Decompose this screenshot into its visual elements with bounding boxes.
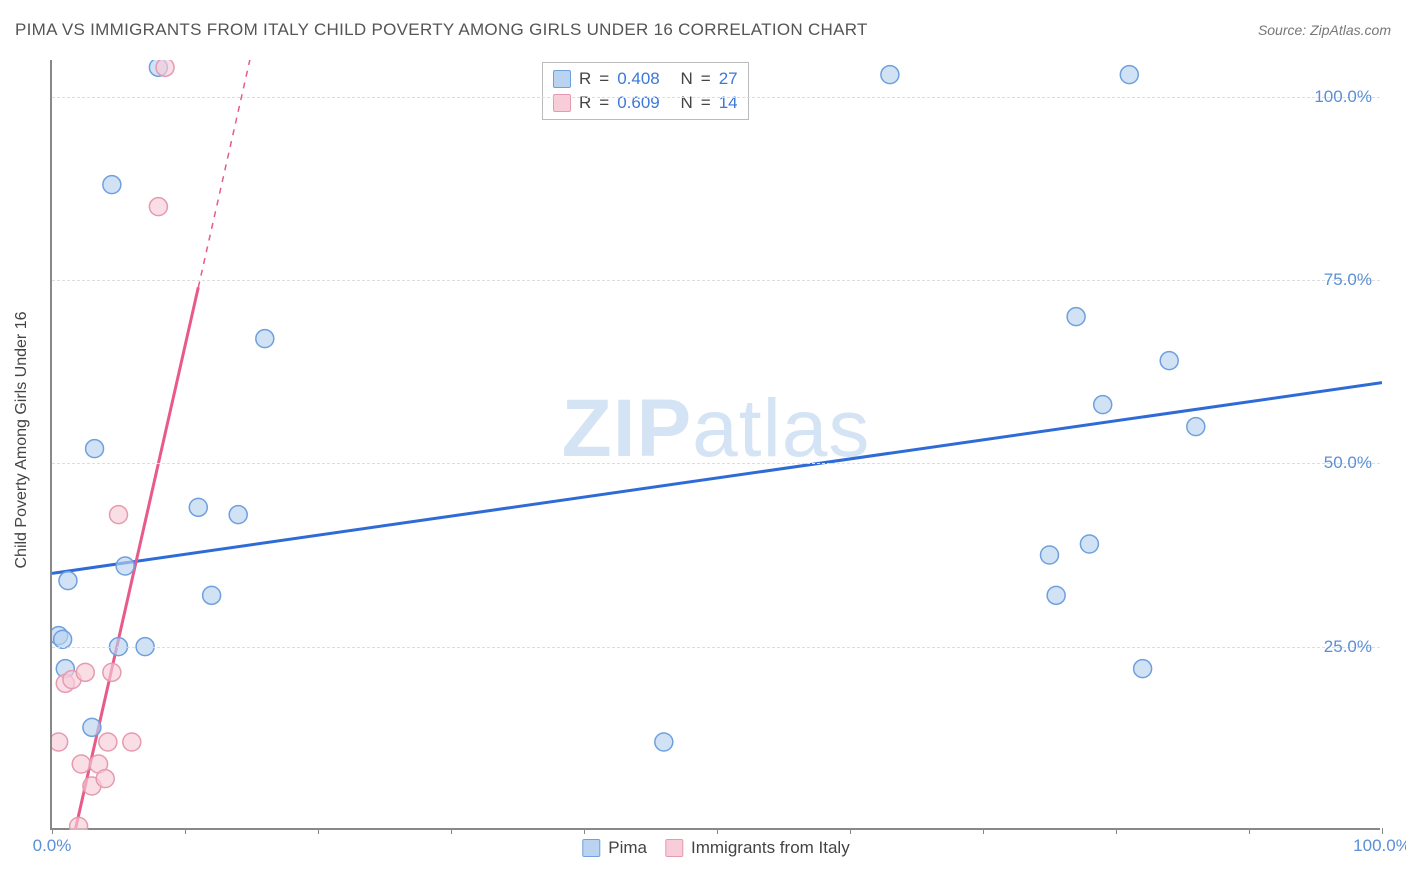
gridline-h — [52, 463, 1380, 464]
chart-svg — [52, 60, 1382, 830]
legend-row: R = 0.609 N = 14 — [553, 91, 738, 115]
legend-item: Immigrants from Italy — [665, 838, 850, 858]
chart-title: PIMA VS IMMIGRANTS FROM ITALY CHILD POVE… — [15, 20, 868, 40]
legend-item: Pima — [582, 838, 647, 858]
data-point — [123, 733, 141, 751]
data-point — [256, 330, 274, 348]
data-point — [52, 733, 68, 751]
title-bar: PIMA VS IMMIGRANTS FROM ITALY CHILD POVE… — [15, 20, 1391, 40]
x-tick-mark — [318, 828, 319, 834]
x-tick-mark — [451, 828, 452, 834]
data-point — [203, 586, 221, 604]
data-point — [1134, 660, 1152, 678]
data-point — [1041, 546, 1059, 564]
x-tick-mark — [52, 828, 53, 834]
data-point — [1094, 396, 1112, 414]
data-point — [99, 733, 117, 751]
legend-row: R = 0.408 N = 27 — [553, 67, 738, 91]
data-point — [72, 755, 90, 773]
x-tick-mark — [850, 828, 851, 834]
data-point — [86, 440, 104, 458]
data-point — [189, 498, 207, 516]
data-point — [116, 557, 134, 575]
x-tick-mark — [584, 828, 585, 834]
data-point — [881, 66, 899, 84]
data-point — [59, 572, 77, 590]
y-tick-label: 100.0% — [1314, 87, 1372, 107]
y-axis-label: Child Poverty Among Girls Under 16 — [13, 312, 31, 569]
data-point — [70, 817, 88, 830]
data-point — [655, 733, 673, 751]
gridline-h — [52, 97, 1380, 98]
legend-label: Immigrants from Italy — [691, 838, 850, 858]
data-point — [1160, 352, 1178, 370]
legend-label: Pima — [608, 838, 647, 858]
data-point — [83, 718, 101, 736]
data-point — [1047, 586, 1065, 604]
y-tick-label: 75.0% — [1324, 270, 1372, 290]
gridline-h — [52, 280, 1380, 281]
plot-area: ZIPatlas R = 0.408 N = 27 R = 0.609 N = … — [50, 60, 1380, 830]
data-point — [1120, 66, 1138, 84]
data-point — [1080, 535, 1098, 553]
y-tick-label: 50.0% — [1324, 453, 1372, 473]
data-point — [96, 770, 114, 788]
data-point — [76, 663, 94, 681]
x-tick-mark — [1249, 828, 1250, 834]
series-legend: Pima Immigrants from Italy — [582, 838, 849, 858]
source-label: Source: ZipAtlas.com — [1258, 22, 1391, 38]
x-tick-mark — [185, 828, 186, 834]
x-tick-mark — [1116, 828, 1117, 834]
x-tick-label: 100.0% — [1353, 836, 1406, 856]
data-point — [229, 506, 247, 524]
data-point — [110, 506, 128, 524]
data-point — [103, 176, 121, 194]
data-point — [103, 663, 121, 681]
x-tick-mark — [983, 828, 984, 834]
y-tick-label: 25.0% — [1324, 637, 1372, 657]
legend-swatch — [553, 70, 571, 88]
legend-swatch — [582, 839, 600, 857]
correlation-legend: R = 0.408 N = 27 R = 0.609 N = 14 — [542, 62, 749, 120]
data-point — [1067, 308, 1085, 326]
trend-line-extension — [198, 60, 258, 287]
x-tick-mark — [1382, 828, 1383, 834]
x-tick-mark — [717, 828, 718, 834]
data-point — [1187, 418, 1205, 436]
data-point — [156, 60, 174, 76]
x-tick-label: 0.0% — [33, 836, 72, 856]
trend-line — [52, 383, 1382, 574]
data-point — [54, 630, 72, 648]
gridline-h — [52, 647, 1380, 648]
legend-swatch — [665, 839, 683, 857]
data-point — [149, 198, 167, 216]
